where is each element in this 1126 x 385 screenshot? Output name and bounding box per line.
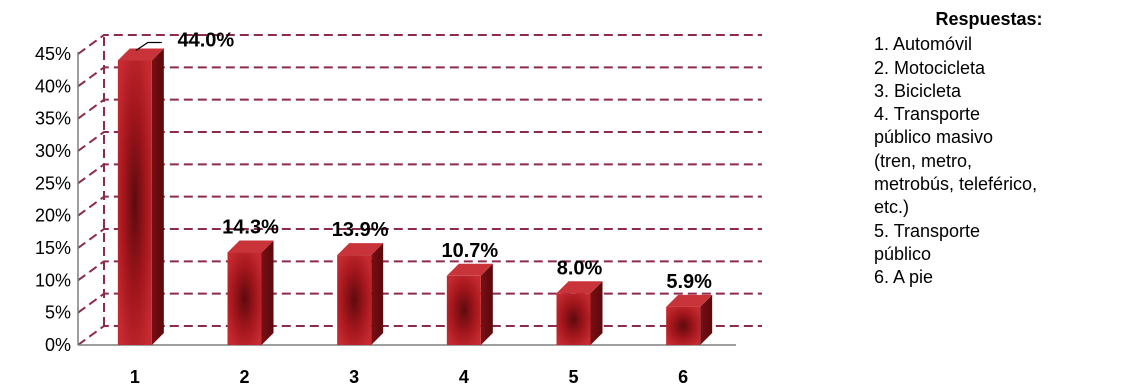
bar-top bbox=[666, 294, 713, 307]
bar-top bbox=[117, 48, 164, 61]
bar bbox=[446, 275, 481, 345]
y-tick-label: 25% bbox=[35, 173, 71, 193]
y-tick-label: 10% bbox=[35, 270, 71, 290]
bar bbox=[117, 60, 152, 345]
legend-item-2: 2. Motocicleta bbox=[874, 57, 986, 78]
data-label: 13.9% bbox=[332, 219, 389, 241]
bar-top bbox=[446, 263, 493, 276]
legend: Respuestas: 1. Automóvil 2. Motocicleta … bbox=[874, 8, 1124, 290]
y-tick-label: 40% bbox=[35, 76, 71, 96]
gridline bbox=[77, 98, 762, 120]
bar-side bbox=[590, 281, 603, 345]
gridline bbox=[77, 66, 762, 88]
y-tick-label: 5% bbox=[45, 303, 71, 323]
y-tick-label: 20% bbox=[35, 206, 71, 226]
x-tick-label: 3 bbox=[349, 367, 359, 385]
y-tick-label: 45% bbox=[35, 44, 71, 64]
gridline bbox=[77, 195, 762, 217]
bar bbox=[666, 306, 701, 345]
legend-item-1: 1. Automóvil bbox=[874, 34, 973, 55]
x-tick-label: 5 bbox=[568, 367, 578, 385]
y-tick-label: 35% bbox=[35, 109, 71, 129]
legend-item-4: 4. Transporte público masivo (tren, metr… bbox=[874, 104, 1038, 218]
bar bbox=[556, 293, 591, 345]
bar-top bbox=[556, 281, 603, 294]
data-label: 14.3% bbox=[222, 217, 279, 239]
data-label-leader bbox=[135, 41, 162, 51]
x-tick-label: 6 bbox=[678, 367, 688, 385]
gridline bbox=[77, 34, 762, 55]
floor-gridline bbox=[77, 325, 762, 346]
x-tick-label: 4 bbox=[459, 367, 469, 385]
data-label: 8.0% bbox=[557, 257, 603, 279]
gridline bbox=[77, 260, 762, 282]
y-tick-label: 30% bbox=[35, 141, 71, 161]
bar-side bbox=[700, 294, 713, 345]
data-label: 5.9% bbox=[666, 271, 712, 293]
gridline bbox=[77, 292, 762, 314]
bar bbox=[337, 255, 372, 345]
legend-item-5: 5. Transporte público bbox=[874, 220, 981, 264]
bar bbox=[227, 252, 262, 345]
gridline bbox=[77, 131, 762, 152]
bar-top bbox=[227, 240, 274, 253]
legend-item-6: 6. A pie bbox=[874, 267, 934, 288]
gridline bbox=[77, 228, 762, 249]
data-label: 44.0% bbox=[177, 29, 234, 51]
bar-side bbox=[151, 48, 164, 345]
gridline bbox=[77, 163, 762, 185]
x-tick-label: 2 bbox=[239, 367, 249, 385]
legend-title: Respuestas: bbox=[935, 9, 1043, 29]
data-label: 10.7% bbox=[441, 240, 498, 262]
legend-item-3: 3. Bicicleta bbox=[874, 80, 962, 101]
bar-side bbox=[371, 243, 384, 345]
bar-top bbox=[337, 243, 384, 256]
bar-chart: 0% 5% 10% 15% 20% 25% 30% 35% 40% 45% 1 2 3 4 5 6 44.0… bbox=[35, 29, 762, 385]
y-tick-label: 0% bbox=[45, 335, 71, 355]
bar-side bbox=[480, 263, 493, 345]
x-tick-label: 1 bbox=[130, 367, 140, 385]
y-tick-label: 15% bbox=[35, 238, 71, 258]
bar-side bbox=[261, 240, 274, 345]
